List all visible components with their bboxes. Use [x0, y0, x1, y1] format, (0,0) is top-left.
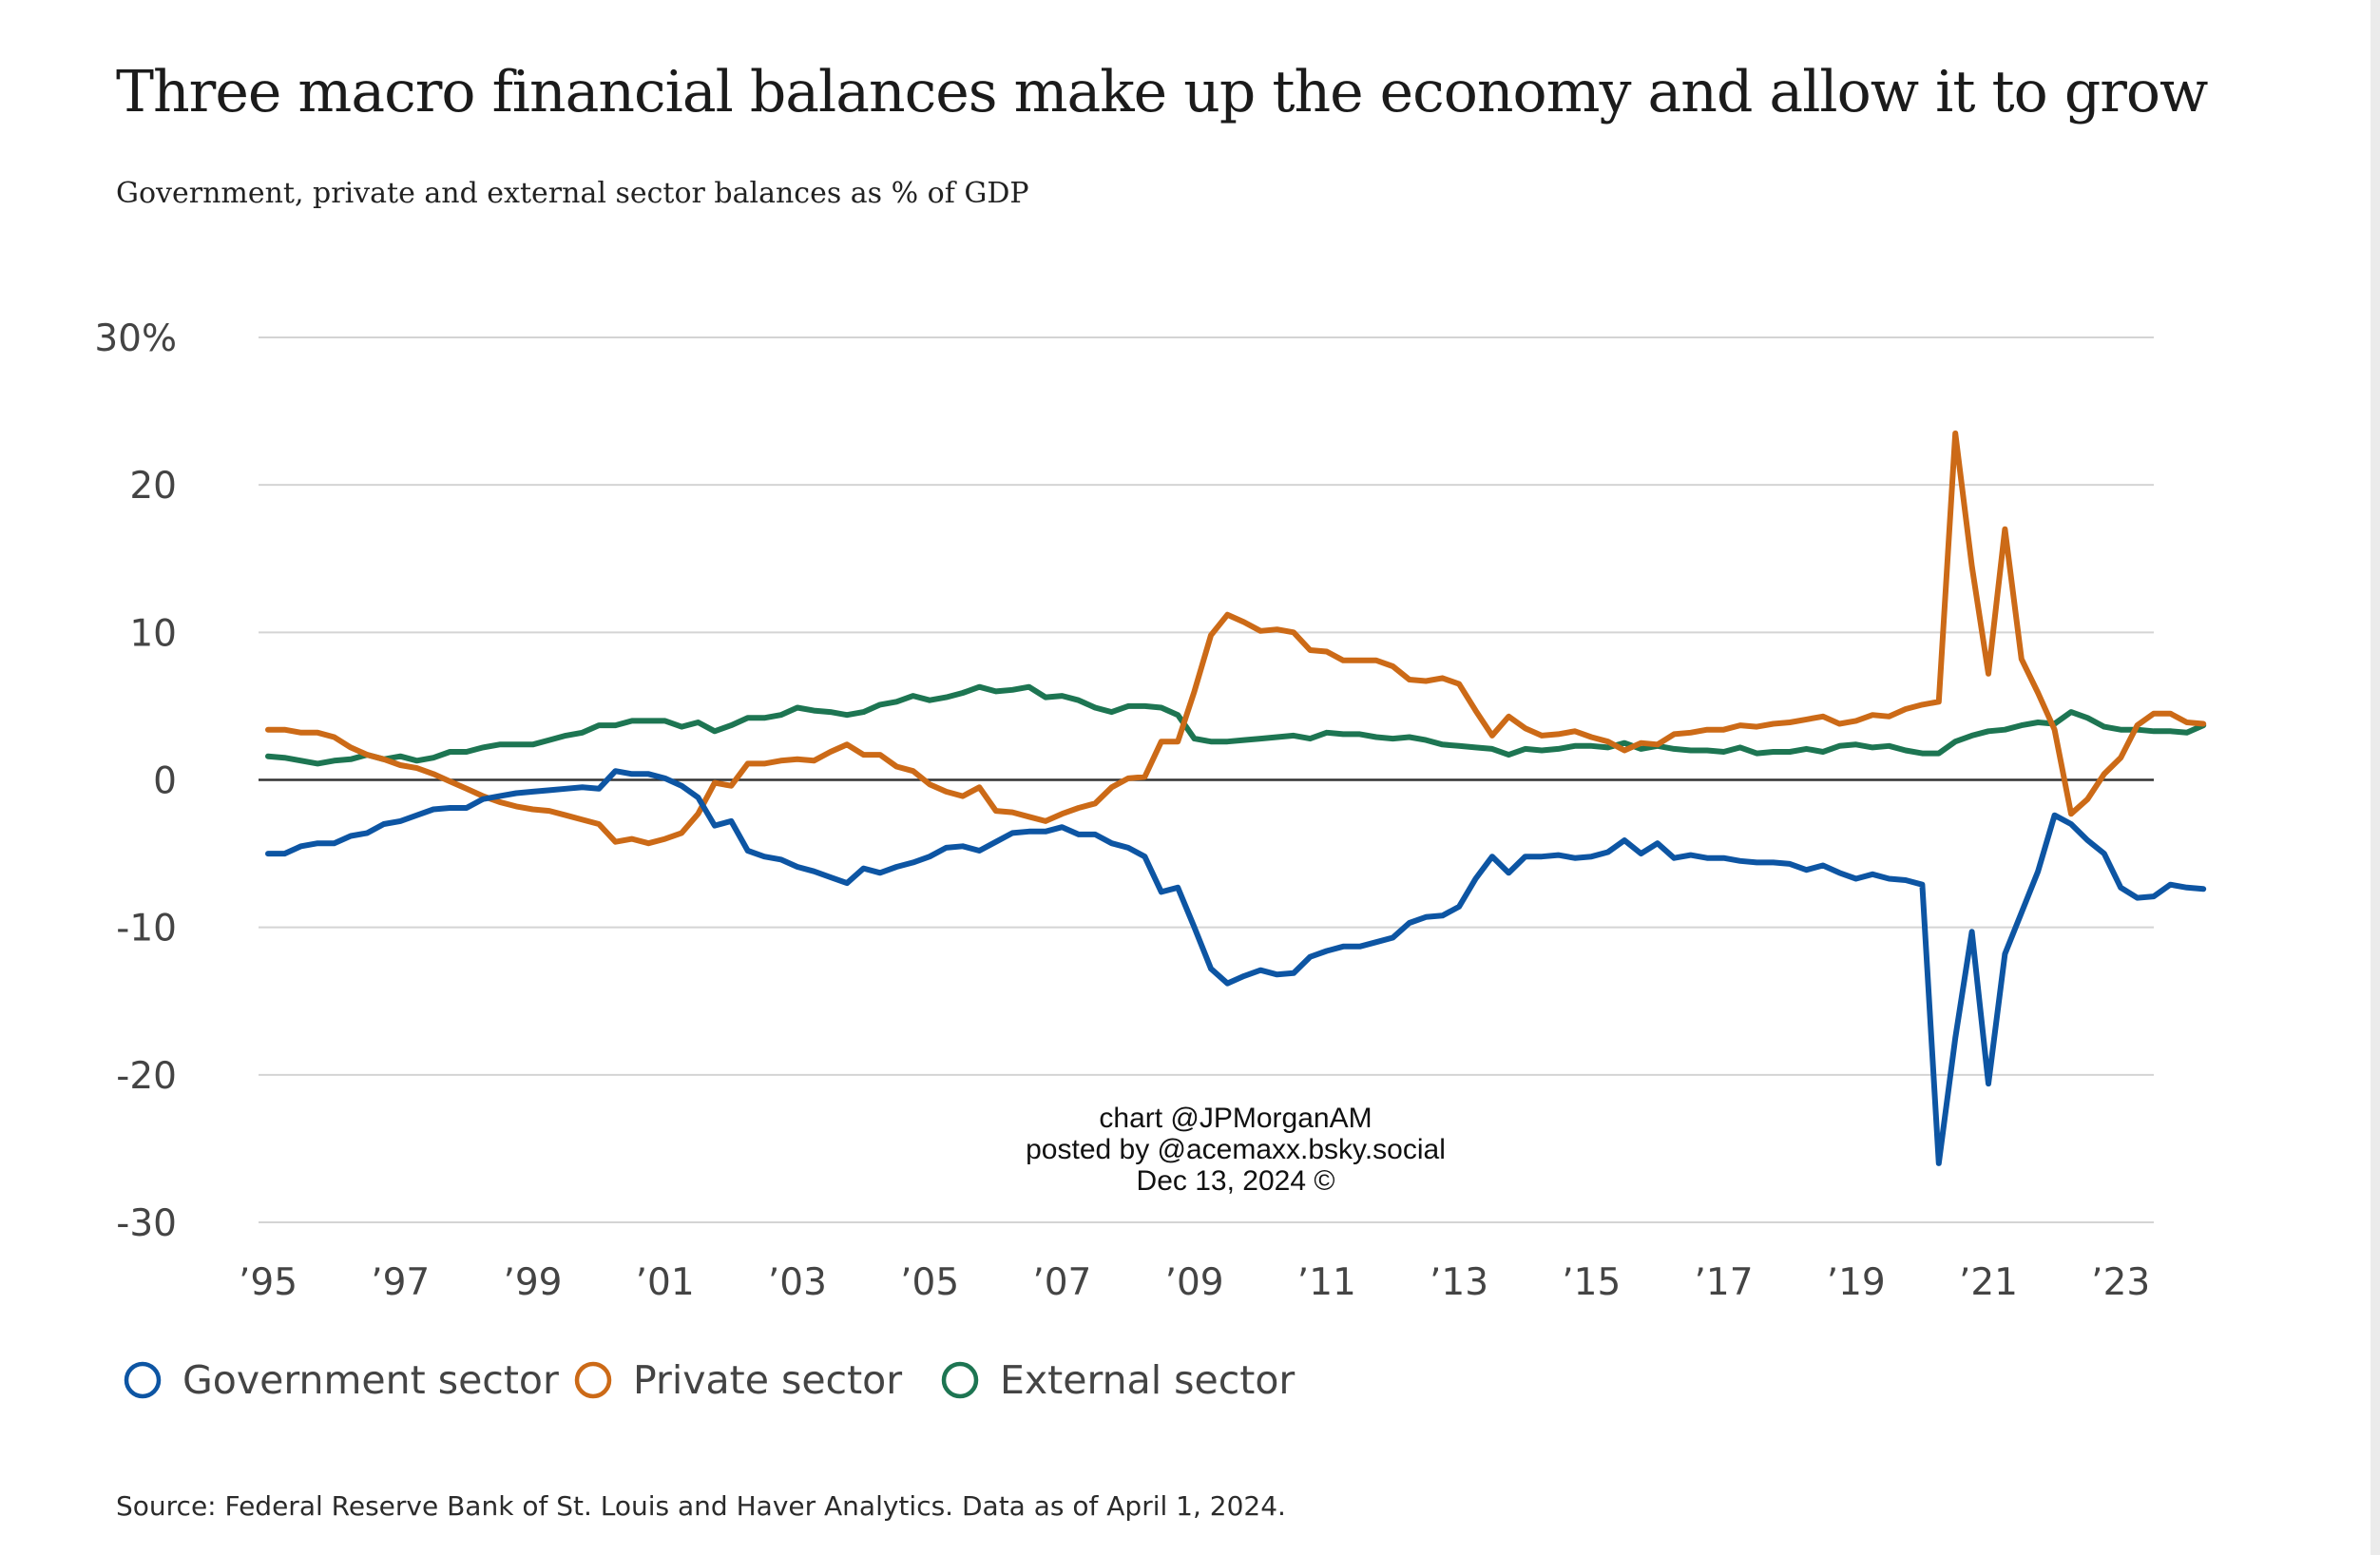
- x-tick-label: ’17: [1694, 1261, 1753, 1304]
- y-tick-label: -10: [116, 908, 177, 950]
- y-tick-label: 20: [129, 465, 177, 508]
- y-axis-tick-labels: 30% 20 10 0 -10 -20 -30: [94, 317, 177, 1245]
- legend-marker: [574, 1361, 612, 1399]
- x-tick-label: ’23: [2091, 1261, 2150, 1304]
- external-sector-line: [265, 683, 2207, 767]
- x-tick-label: ’97: [371, 1261, 430, 1304]
- credit-line-2: posted by @acemaxx.bsky.social: [1026, 1134, 1446, 1165]
- x-tick-label: ’09: [1165, 1261, 1224, 1304]
- legend-label: External sector: [1000, 1357, 1295, 1403]
- x-tick-label: ’99: [503, 1261, 562, 1304]
- page-edge: [2370, 0, 2380, 1555]
- x-tick-label: ’05: [900, 1261, 959, 1304]
- series-lines: [265, 430, 2207, 1166]
- credit-line-3: Dec 13, 2024 ©: [1137, 1165, 1335, 1197]
- x-tick-label: ’21: [1959, 1261, 2018, 1304]
- source-note: Source: Federal Reserve Bank of St. Loui…: [116, 1490, 1286, 1522]
- legend-marker: [124, 1361, 162, 1399]
- legend-label: Government sector: [182, 1357, 559, 1403]
- y-tick-label: 0: [153, 760, 177, 803]
- y-tick-label: 10: [129, 612, 177, 655]
- chart-subtitle: Government, private and external sector …: [116, 177, 1029, 210]
- grid-lines: [259, 336, 2154, 1223]
- legend: Government sector Private sector External …: [124, 1357, 1295, 1403]
- x-tick-label: ’15: [1562, 1261, 1621, 1304]
- x-tick-label: ’07: [1032, 1261, 1091, 1304]
- chart-title: Three macro financial balances make up t…: [116, 59, 2208, 125]
- private-sector-line: [265, 430, 2207, 847]
- credit-annotation: chart @JPMorganAM posted by @acemaxx.bsk…: [1026, 1103, 1446, 1197]
- legend-label: Private sector: [633, 1357, 902, 1403]
- x-tick-label: ’13: [1430, 1261, 1488, 1304]
- x-tick-label: ’01: [636, 1261, 695, 1304]
- x-tick-label: ’19: [1827, 1261, 1886, 1304]
- x-tick-label: ’11: [1297, 1261, 1356, 1304]
- x-axis-tick-labels: ’95 ’97 ’99 ’01 ’03 ’05 ’07 ’09 ’11 ’13 ’15 ’17 ’19 ’…: [239, 1261, 2150, 1304]
- government-sector-line: [265, 768, 2207, 1166]
- y-tick-label: -30: [116, 1202, 177, 1245]
- credit-line-1: chart @JPMorganAM: [1099, 1103, 1372, 1134]
- legend-item-private-sector: Private sector: [574, 1357, 902, 1403]
- y-tick-label: 30%: [94, 317, 177, 360]
- legend-marker: [941, 1361, 979, 1399]
- y-tick-label: -20: [116, 1055, 177, 1098]
- legend-item-external-sector: External sector: [941, 1357, 1295, 1403]
- x-tick-label: ’95: [239, 1261, 298, 1304]
- x-tick-label: ’03: [768, 1261, 827, 1304]
- legend-item-government-sector: Government sector: [124, 1357, 559, 1403]
